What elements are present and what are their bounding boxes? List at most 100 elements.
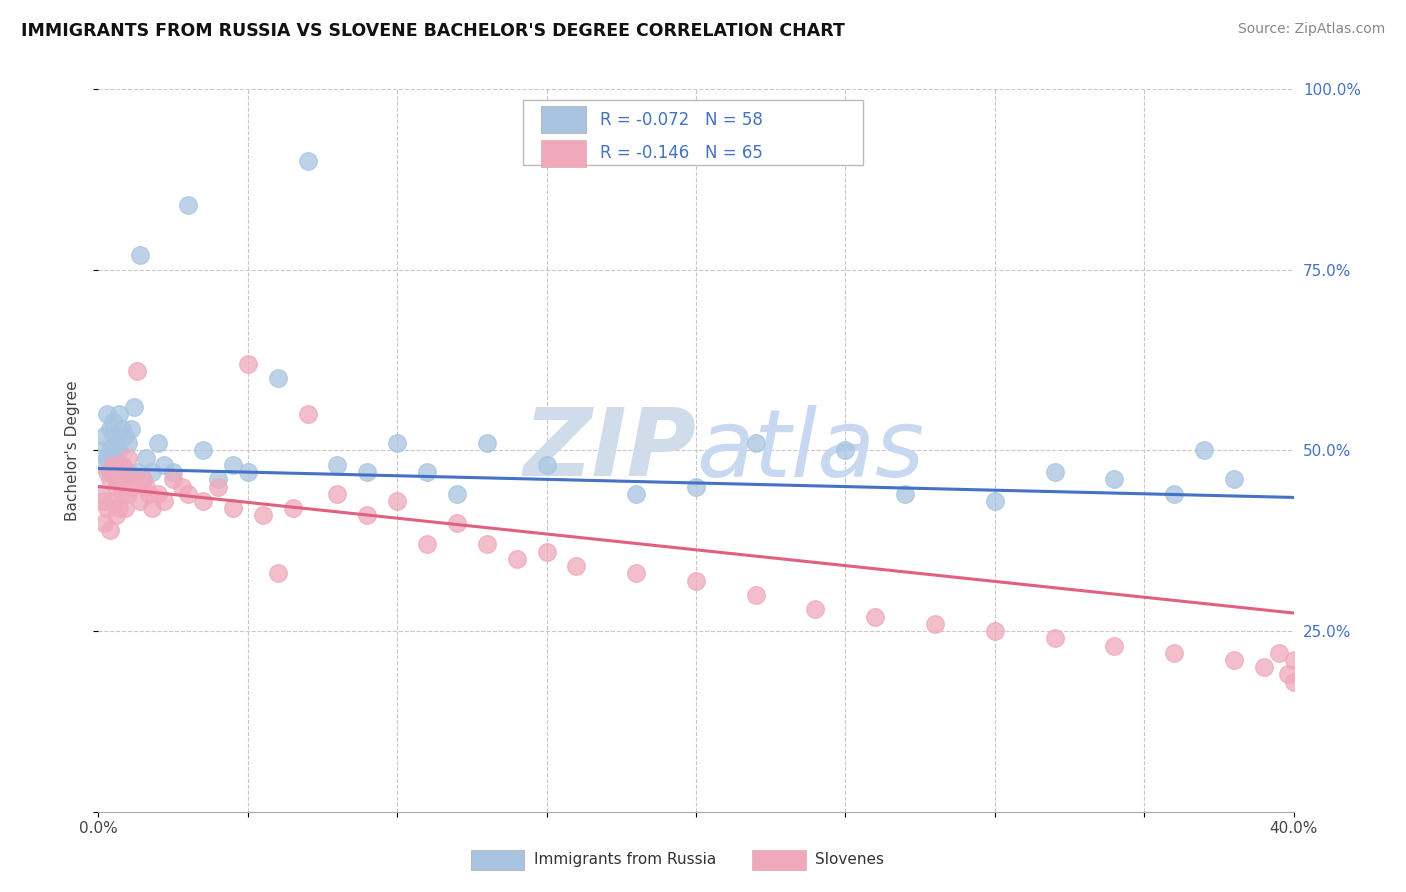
Point [98,523,122,537]
Point [111,487,134,501]
Point [105,436,128,450]
Point [1277,667,1299,681]
Point [127,465,149,479]
Point [177,198,200,212]
Point [90,487,112,501]
Point [120,480,142,494]
Point [111,422,134,436]
Point [105,472,128,486]
Point [129,494,152,508]
Point [93,429,115,443]
Point [103,458,125,472]
Point [117,487,139,501]
Point [105,450,128,465]
Point [153,494,176,508]
Point [385,436,409,450]
Point [129,248,152,262]
Point [108,407,131,421]
Point [446,487,468,501]
Point [385,494,409,508]
Point [626,566,648,581]
Point [356,465,378,479]
Point [191,494,214,508]
Point [297,154,319,169]
Point [1282,674,1305,689]
Point [148,436,170,450]
Point [506,551,529,566]
Point [207,480,229,494]
Point [103,458,125,472]
Text: IMMIGRANTS FROM RUSSIA VS SLOVENE BACHELOR'S DEGREE CORRELATION CHART: IMMIGRANTS FROM RUSSIA VS SLOVENE BACHEL… [21,22,845,40]
FancyBboxPatch shape [523,100,863,165]
Point [1282,653,1305,667]
Point [326,458,349,472]
Point [96,450,118,465]
Point [98,443,122,458]
Point [108,472,131,486]
Point [103,429,125,443]
Point [281,501,304,516]
Point [536,458,558,472]
Point [93,516,115,530]
Point [108,465,131,479]
Point [117,450,139,465]
Text: ZIP: ZIP [523,404,696,497]
Point [1043,632,1066,646]
Point [93,458,115,472]
Point [446,516,468,530]
Point [103,415,125,429]
Point [804,602,827,616]
FancyBboxPatch shape [541,106,586,133]
Point [1163,487,1185,501]
Point [326,487,349,501]
Point [222,458,245,472]
Point [984,624,1007,639]
Point [1163,646,1185,660]
Point [685,480,707,494]
Point [416,537,439,551]
Point [1223,472,1246,486]
Point [114,429,136,443]
Point [1267,646,1289,660]
Point [1104,639,1126,653]
Point [207,472,229,486]
Point [1043,465,1066,479]
Point [745,436,768,450]
Point [745,588,768,602]
Point [252,508,274,523]
Point [565,559,588,574]
Point [148,487,170,501]
Point [626,487,648,501]
Point [105,480,128,494]
FancyBboxPatch shape [541,140,586,167]
Point [162,472,184,486]
Text: Source: ZipAtlas.com: Source: ZipAtlas.com [1237,22,1385,37]
Point [984,494,1007,508]
Text: atlas: atlas [696,405,924,496]
Point [1223,653,1246,667]
Y-axis label: Bachelor's Degree: Bachelor's Degree [65,380,80,521]
Point [685,574,707,588]
Point [111,458,134,472]
Point [1192,443,1215,458]
Point [1253,660,1275,674]
Point [236,357,259,371]
Point [96,407,118,421]
Point [114,472,136,486]
Point [172,480,194,494]
Point [135,450,157,465]
Point [475,436,498,450]
Point [117,465,139,479]
Point [108,443,131,458]
Point [135,480,157,494]
Point [96,501,118,516]
Point [924,616,946,631]
Point [141,501,163,516]
Point [103,494,125,508]
Point [865,609,887,624]
Point [267,566,290,581]
Point [111,458,134,472]
Point [267,371,290,385]
Point [141,465,163,479]
Point [96,465,118,479]
